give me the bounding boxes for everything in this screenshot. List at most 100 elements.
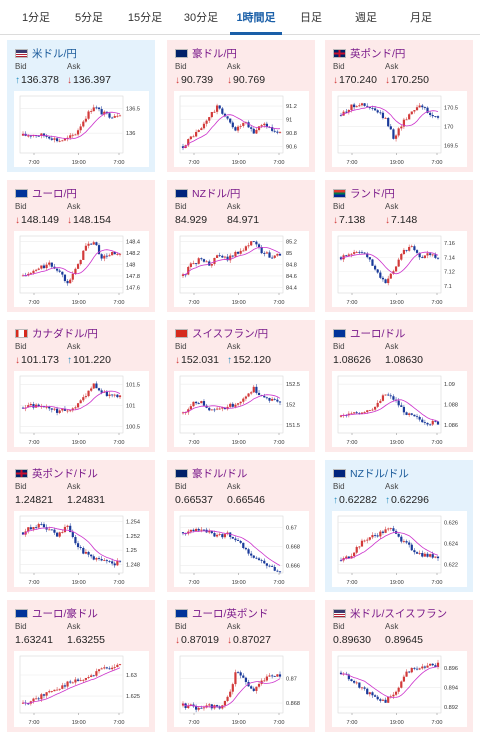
pair-title[interactable]: ランド/円 (333, 186, 395, 200)
pair-title[interactable]: カナダドル/円 (15, 326, 98, 340)
candlestick-chart[interactable]: 7.16 7.14 7.12 7.1 7:00 19:00 7:00 (332, 231, 467, 307)
candlestick-chart[interactable]: 152.5 152 151.5 7:00 19:00 7:00 (174, 371, 309, 447)
candle-body (392, 129, 395, 139)
y-tick-label: 1.088 (444, 403, 458, 409)
tab-5[interactable]: 日足 (300, 12, 322, 24)
candle-body (278, 132, 282, 133)
arrow-down-icon: ↓ (333, 75, 338, 86)
rate-card[interactable]: 米ドル/スイスフラン Bid Ask 0.89630 0.89645 0.896 0.894… (325, 600, 473, 732)
pair-name[interactable]: ユーロ/円 (32, 188, 77, 200)
candle-body (410, 667, 413, 673)
rate-card[interactable]: ユーロ/円 Bid Ask ↓148.149 ↓148.154 148.4 148.2 148… (7, 180, 155, 312)
pair-title[interactable]: ユーロ/ドル (333, 326, 405, 340)
candlestick-chart[interactable]: 0.67 0.668 0.666 7:00 19:00 7:00 (174, 511, 309, 587)
candle-body (400, 536, 403, 542)
pair-name[interactable]: ユーロ/英ポンド (192, 608, 269, 620)
pair-title[interactable]: 米ドル/スイスフラン (333, 606, 447, 620)
pair-title[interactable]: スイスフラン/円 (175, 326, 268, 340)
rate-card[interactable]: 豪ドル/円 Bid Ask ↓90.739 ↓90.769 91.2 91 90.8 90.6 7… (167, 40, 315, 172)
pair-name[interactable]: スイスフラン/円 (192, 328, 269, 340)
pair-name[interactable]: 米ドル/円 (32, 48, 77, 60)
ask-value: 84.971 (227, 214, 260, 226)
pair-title[interactable]: NZドル/円 (175, 186, 240, 200)
pair-title[interactable]: 英ポンド/ドル (15, 466, 98, 480)
tab-0[interactable]: 1分足 (21, 12, 51, 24)
candle-body (353, 681, 356, 683)
pair-title[interactable]: ユーロ/豪ドル (15, 606, 98, 620)
y-tick-label: 169.5 (444, 143, 458, 149)
candlestick-chart[interactable]: 136.5 136 7:00 19:00 7:00 (14, 91, 149, 167)
y-tick-label: 148.4 (126, 240, 140, 246)
rate-card[interactable]: カナダドル/円 Bid Ask ↓101.173 ↑101.220 101.5 101 100… (7, 320, 155, 452)
candlestick-chart[interactable]: 0.87 0.868 7:00 19:00 7:00 (174, 651, 309, 727)
y-tick-label: 0.892 (444, 705, 458, 711)
bid-price: 84.929 (175, 214, 207, 226)
rate-card[interactable]: スイスフラン/円 Bid Ask ↓152.031 ↑152.120 152.5 152 15… (167, 320, 315, 452)
tab-1[interactable]: 5分足 (74, 12, 104, 24)
candlestick-chart[interactable]: 85.2 85 84.8 84.6 84.4 7:00 19:00 7:00 (174, 231, 309, 307)
candle-body (247, 245, 250, 247)
rate-card[interactable]: 英ポンド/円 Bid Ask ↓170.240 ↓170.250 170.5 170 169.… (325, 40, 473, 172)
rate-card[interactable]: 豪ドル/ドル Bid Ask 0.66537 0.66546 0.67 0.668 0.666… (167, 460, 315, 592)
rate-card[interactable]: ユーロ/ドル Bid Ask 1.08626 1.08630 1.09 1.088 1.086… (325, 320, 473, 452)
candle-body (355, 251, 358, 253)
candlestick-chart[interactable]: 0.626 0.624 0.622 7:00 19:00 7:00 (332, 511, 467, 587)
candle-body (371, 409, 374, 411)
candle-body (410, 544, 413, 551)
pair-title[interactable]: 豪ドル/ドル (175, 466, 247, 480)
candle-body (236, 672, 240, 674)
candle-body (368, 106, 371, 109)
candlestick-chart[interactable]: 101.5 101 100.5 7:00 19:00 7:00 (14, 371, 149, 447)
tab-2[interactable]: 15分足 (127, 12, 163, 24)
pair-name[interactable]: ユーロ/豪ドル (32, 608, 98, 620)
pair-name[interactable]: ランド/円 (350, 188, 395, 200)
candle-body (268, 675, 271, 677)
rate-card[interactable]: ランド/円 Bid Ask ↓7.138 ↓7.148 7.16 7.14 7.12 7.1 7:… (325, 180, 473, 312)
candle-body (358, 682, 361, 688)
candlestick-chart[interactable]: 91.2 91 90.8 90.6 7:00 19:00 7:00 (174, 91, 309, 167)
pair-name[interactable]: 豪ドル/ドル (192, 468, 248, 480)
ask-label: Ask (67, 342, 81, 351)
chart-svg: 170.5 170 169.5 7:00 19:00 7:00 (337, 95, 458, 166)
candlestick-chart[interactable]: 1.254 1.252 1.25 1.248 7:00 19:00 7:00 (14, 511, 149, 587)
rate-card[interactable]: NZドル/ドル Bid Ask ↑0.62282 ↑0.62296 0.626 0.624 0… (325, 460, 473, 592)
pair-name[interactable]: 英ポンド/円 (350, 48, 406, 60)
candle-body (402, 249, 406, 254)
candle-body (97, 669, 101, 672)
pair-name[interactable]: 米ドル/スイスフラン (350, 608, 448, 620)
candlestick-chart[interactable]: 1.09 1.088 1.086 7:00 19:00 7:00 (332, 371, 467, 447)
candle-body (195, 528, 198, 532)
candlestick-chart[interactable]: 148.4 148.2 148 147.8 147.6 7:00 19:00 7:00 (14, 231, 149, 307)
candlestick-chart[interactable]: 1.63 1.625 7:00 19:00 7:00 (14, 651, 149, 727)
tab-3[interactable]: 30分足 (183, 12, 219, 24)
pair-title[interactable]: 豪ドル/円 (175, 46, 237, 60)
candlestick-chart[interactable]: 170.5 170 169.5 7:00 19:00 7:00 (332, 91, 467, 167)
pair-name[interactable]: 英ポンド/ドル (32, 468, 98, 480)
rate-card[interactable]: NZドル/円 Bid Ask 84.929 84.971 85.2 85 84.8 84.6 84… (167, 180, 315, 312)
tab-7[interactable]: 月足 (410, 12, 432, 24)
pair-name[interactable]: カナダドル/円 (32, 328, 98, 340)
pair-title[interactable]: ユーロ/円 (15, 186, 77, 200)
rate-card[interactable]: 英ポンド/ドル Bid Ask 1.24821 1.24831 1.254 1.252 1.2… (7, 460, 155, 592)
candle-body (379, 400, 382, 403)
pair-name[interactable]: ユーロ/ドル (350, 328, 406, 340)
tab-6[interactable]: 週足 (355, 12, 377, 24)
pair-name[interactable]: NZドル/円 (192, 188, 241, 200)
rate-card[interactable]: ユーロ/豪ドル Bid Ask 1.63241 1.63255 1.63 1.625 7:00… (7, 600, 155, 732)
ask-label: Ask (385, 482, 399, 491)
pair-name[interactable]: NZドル/ドル (350, 468, 409, 480)
pair-title[interactable]: ユーロ/英ポンド (175, 606, 268, 620)
pair-title[interactable]: NZドル/ドル (333, 466, 409, 480)
pair-title[interactable]: 英ポンド/円 (333, 46, 405, 60)
candlestick-chart[interactable]: 0.896 0.894 0.892 7:00 19:00 7:00 (332, 651, 467, 727)
candle-body (231, 403, 234, 407)
rate-card[interactable]: 米ドル/円 Bid Ask ↑136.378 ↓136.397 136.5 136 7:00 1… (7, 40, 155, 172)
candle-body (223, 256, 227, 258)
candle-body (426, 665, 429, 668)
candle-body (234, 538, 237, 541)
pair-title[interactable]: 米ドル/円 (15, 46, 77, 60)
pair-name[interactable]: 豪ドル/円 (192, 48, 237, 60)
tab-4[interactable]: 1時間足 (228, 0, 284, 35)
rate-card[interactable]: ユーロ/英ポンド Bid Ask ↓0.87019 ↓0.87027 0.87 0.868 7… (167, 600, 315, 732)
candle-body (431, 420, 434, 425)
